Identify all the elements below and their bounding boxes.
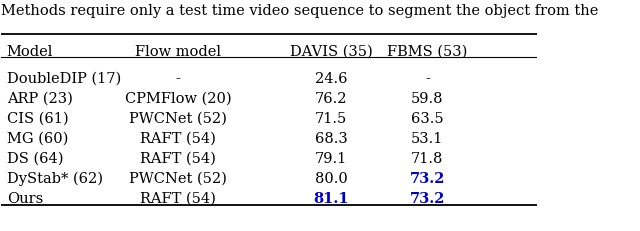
Text: CPMFlow (20): CPMFlow (20) (125, 92, 232, 106)
Text: Methods require only a test time video sequence to segment the object from the: Methods require only a test time video s… (1, 4, 599, 18)
Text: 81.1: 81.1 (313, 192, 349, 206)
Text: 68.3: 68.3 (314, 132, 348, 146)
Text: 76.2: 76.2 (315, 92, 347, 106)
Text: ARP (23): ARP (23) (7, 92, 72, 106)
Text: PWCNet (52): PWCNet (52) (129, 112, 227, 126)
Text: 80.0: 80.0 (314, 172, 348, 186)
Text: 59.8: 59.8 (411, 92, 444, 106)
Text: RAFT (54): RAFT (54) (140, 152, 216, 166)
Text: 71.5: 71.5 (315, 112, 347, 126)
Text: RAFT (54): RAFT (54) (140, 132, 216, 146)
Text: Ours: Ours (7, 192, 43, 206)
Text: DS (64): DS (64) (7, 152, 63, 166)
Text: PWCNet (52): PWCNet (52) (129, 172, 227, 186)
Text: RAFT (54): RAFT (54) (140, 192, 216, 206)
Text: CIS (61): CIS (61) (7, 112, 68, 126)
Text: 63.5: 63.5 (411, 112, 444, 126)
Text: 73.2: 73.2 (410, 192, 445, 206)
Text: FBMS (53): FBMS (53) (387, 45, 468, 59)
Text: 73.2: 73.2 (410, 172, 445, 186)
Text: -: - (425, 72, 430, 86)
Text: -: - (176, 72, 180, 86)
Text: 24.6: 24.6 (315, 72, 347, 86)
Text: 79.1: 79.1 (315, 152, 347, 166)
Text: 53.1: 53.1 (411, 132, 444, 146)
Text: DyStab* (62): DyStab* (62) (7, 172, 103, 186)
Text: Flow model: Flow model (135, 45, 221, 59)
Text: 71.8: 71.8 (411, 152, 444, 166)
Text: Model: Model (7, 45, 53, 59)
Text: MG (60): MG (60) (7, 132, 68, 146)
Text: DoubleDIP (17): DoubleDIP (17) (7, 72, 121, 86)
Text: DAVIS (35): DAVIS (35) (289, 45, 372, 59)
